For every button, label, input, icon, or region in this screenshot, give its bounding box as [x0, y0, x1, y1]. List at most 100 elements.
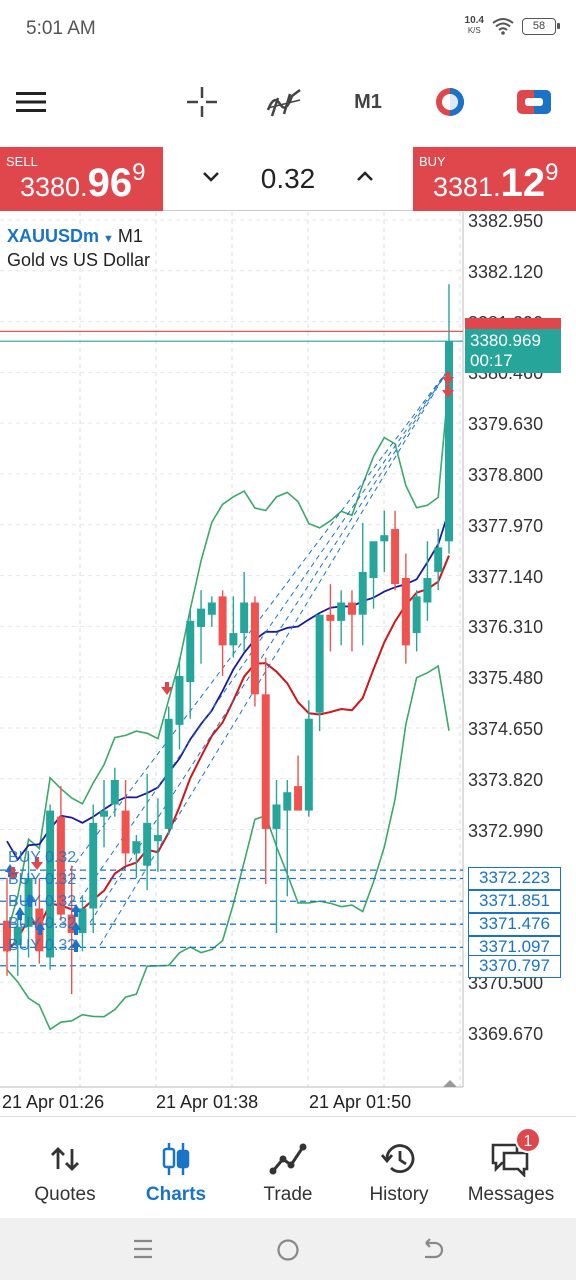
- color-palette-button[interactable]: [428, 70, 472, 134]
- menu-button[interactable]: [10, 70, 54, 134]
- bollinger-upper-band: [6, 380, 450, 934]
- price-tick-label: 3377.140: [468, 566, 544, 587]
- sell-button[interactable]: SELL 3380.969: [0, 147, 163, 211]
- price-tick-label: 3370.500: [468, 972, 544, 993]
- price-tick-label: 3372.990: [468, 820, 544, 841]
- chart-symbol: XAUUSDm ▼ M1: [7, 226, 143, 247]
- history-icon: [380, 1144, 415, 1173]
- candle-body: [304, 718, 313, 811]
- bottom-navigation: Quotes Charts Trade History 1: [0, 1116, 576, 1218]
- recents-icon[interactable]: [132, 1238, 154, 1260]
- order-level-price[interactable]: 3371.476: [468, 913, 561, 937]
- chart-canvas[interactable]: BUY 0.32 BUY 0.32 BUY 0.32 BUY 0.32 BUY 0.32: [0, 212, 576, 1116]
- candle-body: [434, 547, 443, 572]
- buy-arrow-marker: [71, 904, 81, 917]
- nav-label: History: [369, 1184, 429, 1205]
- candle-body: [261, 694, 270, 829]
- nav-history[interactable]: History: [344, 1117, 454, 1219]
- candle-countdown: 00:17: [470, 351, 513, 370]
- candle-body: [153, 835, 162, 842]
- price-chart[interactable]: BUY 0.32 BUY 0.32 BUY 0.32 BUY 0.32 BUY 0.32…: [0, 211, 576, 1116]
- candle-body: [110, 779, 119, 805]
- candle-body: [272, 804, 281, 829]
- candle-body: [121, 810, 130, 854]
- price-tick-label: 3382.950: [468, 211, 544, 231]
- buy-price: 3381.129: [433, 159, 558, 206]
- price-tick-label: 3374.650: [468, 718, 544, 739]
- envelope-line: [6, 510, 450, 862]
- nav-charts[interactable]: Charts: [121, 1117, 231, 1219]
- candle-body: [186, 620, 195, 683]
- candle-body: [315, 614, 324, 713]
- order-tag: BUY 0.32: [8, 937, 76, 954]
- order-level-price[interactable]: 3372.223: [468, 867, 561, 891]
- price-tick-label: 3375.480: [468, 668, 544, 689]
- candle-body: [391, 529, 400, 585]
- sell-arrow-marker: [7, 867, 19, 880]
- battery-icon: 58: [522, 17, 560, 35]
- buy-button[interactable]: BUY 3381.129: [413, 147, 576, 211]
- sell-price-sup: 9: [132, 159, 146, 186]
- quotes-icon: [51, 1147, 79, 1171]
- sell-arrow-marker: [161, 682, 173, 695]
- candle-body: [100, 810, 109, 817]
- nav-label: Quotes: [34, 1184, 96, 1205]
- buy-price-big: 12: [500, 161, 546, 205]
- sell-price: 3380.969: [20, 159, 146, 206]
- crosshair-button[interactable]: [180, 70, 224, 134]
- sell-price-main: 3380.: [20, 172, 88, 202]
- volume-decrease-button[interactable]: [199, 165, 223, 189]
- candle-body: [358, 571, 367, 615]
- status-icons: 10.4 K/S 58: [464, 15, 560, 36]
- trade-icon: [269, 1143, 307, 1175]
- candle-body: [46, 810, 55, 958]
- symbol-dropdown-icon[interactable]: ▼: [103, 233, 114, 245]
- candle-body: [164, 718, 173, 829]
- indicators-button[interactable]: [262, 70, 306, 134]
- candle-body: [369, 541, 378, 579]
- candle-body: [423, 578, 432, 603]
- volume-value[interactable]: 0.32: [260, 163, 316, 194]
- nav-label: Charts: [145, 1184, 207, 1205]
- candle-body: [56, 816, 65, 915]
- buy-label: BUY: [419, 154, 446, 169]
- one-click-trading-button[interactable]: [512, 70, 556, 134]
- symbol-description: Gold vs US Dollar: [7, 250, 151, 270]
- home-icon[interactable]: [276, 1238, 300, 1262]
- candle-body: [283, 792, 292, 811]
- buy-arrow-marker: [71, 939, 81, 952]
- timeframe-button[interactable]: M1: [344, 70, 392, 134]
- price-tick-label: 3376.310: [468, 617, 544, 638]
- order-level-price[interactable]: 3371.851: [468, 890, 561, 914]
- back-icon[interactable]: [420, 1238, 444, 1262]
- candle-body: [13, 926, 22, 946]
- nav-quotes[interactable]: Quotes: [10, 1117, 120, 1219]
- order-level-price[interactable]: 3370.797: [468, 954, 561, 978]
- symbol-name[interactable]: XAUUSDm: [7, 226, 100, 246]
- candle-body: [197, 608, 206, 627]
- wifi-icon: [492, 18, 514, 35]
- menu-icon: [16, 92, 46, 112]
- candle-body: [380, 535, 389, 542]
- time-label: 21 Apr 01:50: [309, 1092, 412, 1112]
- buy-arrow-marker: [35, 922, 45, 935]
- nav-messages[interactable]: 1 Messages: [455, 1117, 567, 1219]
- price-tick-label: 3373.820: [468, 769, 544, 790]
- net-speed-value: 10.4: [464, 15, 484, 26]
- volume-increase-button[interactable]: [353, 165, 377, 189]
- buy-arrow-marker: [71, 922, 81, 935]
- candle-body: [175, 675, 184, 725]
- candle-body: [240, 602, 249, 634]
- buy-arrow-marker: [5, 864, 15, 877]
- price-tick-label: 3378.800: [468, 464, 544, 485]
- timeframe-label: M1: [354, 90, 382, 113]
- system-navigation-bar: [0, 1218, 576, 1280]
- candle-body: [444, 341, 453, 542]
- order-tag: BUY 0.32: [8, 915, 76, 932]
- candle-body: [326, 614, 335, 621]
- sell-price-big: 96: [87, 161, 133, 205]
- order-level-price[interactable]: 3371.097: [468, 936, 561, 960]
- sell-label: SELL: [6, 154, 38, 169]
- nav-trade[interactable]: Trade: [233, 1117, 343, 1219]
- net-speed-unit: K/S: [467, 26, 481, 35]
